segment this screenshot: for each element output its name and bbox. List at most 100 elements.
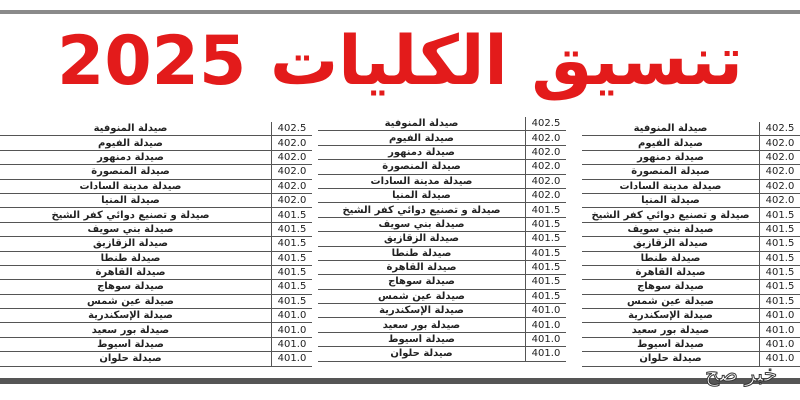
score-cell: 401.0: [271, 309, 312, 323]
table-row: 401.0 صيدلة بور سعيد: [0, 323, 312, 338]
score-cell: 402.0: [525, 160, 566, 174]
college-name-cell: صيدلة عين شمس: [378, 290, 465, 302]
table-row: 401.5 صيدلة و تصنيع دوائي كفر الشيخ: [318, 203, 566, 218]
college-name-cell: صيدلة المنصورة: [631, 166, 710, 178]
table-row: 402.0 صيدلة مدينة السادات: [318, 174, 566, 189]
score-cell: 401.5: [271, 222, 312, 237]
table-row: 402.0 صيدلة المنيا: [582, 193, 800, 209]
table-row: 402.0 صيدلة دمنهور: [0, 150, 312, 166]
score-cell: 402.5: [271, 122, 312, 136]
score-cell: 401.0: [525, 332, 566, 347]
college-name-cell: صيدلة طنطا: [640, 252, 701, 264]
table-row: 401.0 صيدلة حلوان: [0, 352, 312, 367]
college-name-cell: صيدلة بور سعيد: [91, 324, 170, 336]
college-name-cell: صيدلة دمنهور: [388, 146, 455, 158]
score-cell: 401.0: [271, 352, 312, 366]
score-cell: 402.0: [271, 136, 312, 150]
college-name-cell: صيدلة الزقازيق: [383, 233, 460, 245]
score-cell: 401.5: [271, 265, 312, 280]
college-name-cell: صيدلة حلوان: [390, 348, 453, 360]
score-cell: 401.0: [759, 323, 800, 337]
college-name-cell: صيدلة الزقازيق: [632, 238, 709, 250]
college-name-cell: صيدلة أسيوط: [637, 339, 704, 351]
college-name-cell: صيدلة المنيا: [392, 190, 451, 202]
college-name-cell: صيدلة و تصنيع دوائي كفر الشيخ: [342, 204, 501, 216]
watermark: خبر صح: [704, 362, 778, 388]
table-row: 401.0 صيدلة الإسكندرية: [0, 309, 312, 324]
table-row: 401.0 صيدلة بور سعيد: [582, 323, 800, 338]
table-row: 401.5 صيدلة طنطا: [318, 246, 566, 261]
table-row: 401.0 صيدلة الإسكندرية: [318, 304, 566, 319]
table-row: 401.0 صيدلة بور سعيد: [318, 318, 566, 333]
table-row: 401.5 صيدلة القاهرة: [318, 260, 566, 276]
table-row: 402.0 صيدلة الفيوم: [318, 131, 566, 146]
table-row: 401.5 صيدلة بني سويف: [582, 222, 800, 238]
college-name-cell: صيدلة مدينة السادات: [370, 175, 473, 187]
college-name-cell: صيدلة القاهرة: [635, 267, 706, 279]
score-cell: 401.5: [525, 246, 566, 260]
table-row: 401.5 صيدلة عين شمس: [0, 294, 312, 310]
college-name-cell: صيدلة الإسكندرية: [379, 305, 464, 317]
score-cell: 402.0: [271, 179, 312, 193]
table-row: 401.5 صيدلة سوهاج: [318, 275, 566, 290]
bottom-divider: [0, 378, 800, 384]
score-cell: 401.5: [525, 275, 566, 289]
table-row: 402.5 صيدلة المنوفية: [582, 122, 800, 137]
table-row: 401.0 صيدلة حلوان: [582, 352, 800, 367]
table-row: 402.0 صيدلة دمنهور: [582, 150, 800, 166]
score-cell: 401.5: [525, 217, 566, 232]
score-cell: 401.5: [271, 208, 312, 222]
score-cell: 402.0: [271, 150, 312, 165]
score-cell: 401.5: [759, 208, 800, 222]
college-name-cell: صيدلة عين شمس: [627, 295, 714, 307]
score-cell: 402.0: [525, 174, 566, 188]
college-name-cell: صيدلة بني سويف: [378, 218, 465, 230]
table-row: 402.0 صيدلة المنصورة: [582, 165, 800, 180]
college-name-cell: صيدلة و تصنيع دوائي كفر الشيخ: [51, 209, 210, 221]
college-name-cell: صيدلة الإسكندرية: [628, 310, 713, 322]
score-cell: 401.5: [525, 260, 566, 275]
score-cell: 401.0: [271, 323, 312, 337]
score-cell: 401.0: [759, 337, 800, 352]
table-row: 401.5 صيدلة سوهاج: [582, 280, 800, 295]
table-row: 401.5 صيدلة القاهرة: [582, 265, 800, 281]
college-name-cell: صيدلة بور سعيد: [631, 324, 710, 336]
college-name-cell: صيدلة طنطا: [100, 252, 161, 264]
score-cell: 401.5: [759, 237, 800, 251]
score-cell: 401.5: [759, 280, 800, 294]
college-name-cell: صيدلة مدينة السادات: [619, 180, 722, 192]
table-row: 401.5 صيدلة بني سويف: [0, 222, 312, 238]
score-cell: 402.0: [759, 165, 800, 179]
score-cell: 401.0: [525, 318, 566, 332]
table-row: 402.5 صيدلة المنوفية: [0, 122, 312, 137]
college-name-cell: صيدلة المنصورة: [91, 166, 170, 178]
college-name-cell: صيدلة مدينة السادات: [79, 180, 182, 192]
table-row: 402.0 صيدلة الفيوم: [582, 136, 800, 151]
college-name-cell: صيدلة المنصورة: [382, 161, 461, 173]
college-name-cell: صيدلة أسيوط: [388, 334, 455, 346]
table-row: 401.5 صيدلة بني سويف: [318, 217, 566, 233]
table-row: 402.0 صيدلة دمنهور: [318, 145, 566, 161]
table-row: 402.0 صيدلة المنيا: [318, 188, 566, 204]
table-row: 401.0 صيدلة حلوان: [318, 347, 566, 362]
score-cell: 402.0: [525, 188, 566, 203]
score-cell: 402.0: [271, 193, 312, 208]
score-cell: 401.0: [759, 309, 800, 323]
college-name-cell: صيدلة سوهاج: [97, 281, 164, 293]
top-divider: [0, 10, 800, 14]
score-cell: 402.0: [271, 165, 312, 179]
college-name-cell: صيدلة القاهرة: [386, 262, 457, 274]
table-row: 401.5 صيدلة الزقازيق: [0, 237, 312, 252]
table-row: 401.5 صيدلة عين شمس: [318, 289, 566, 305]
college-name-cell: صيدلة بور سعيد: [382, 319, 461, 331]
score-cell: 402.5: [525, 117, 566, 131]
score-cell: 401.5: [271, 294, 312, 309]
table-row: 401.5 صيدلة طنطا: [0, 251, 312, 266]
score-cell: 401.5: [271, 237, 312, 251]
college-name-cell: صيدلة دمنهور: [97, 151, 164, 163]
table-row: 402.0 صيدلة المنيا: [0, 193, 312, 209]
table-row: 401.0 صيدلة الإسكندرية: [582, 309, 800, 324]
college-name-cell: صيدلة المنيا: [641, 195, 700, 207]
score-cell: 402.0: [525, 145, 566, 160]
score-cell: 401.0: [271, 337, 312, 352]
